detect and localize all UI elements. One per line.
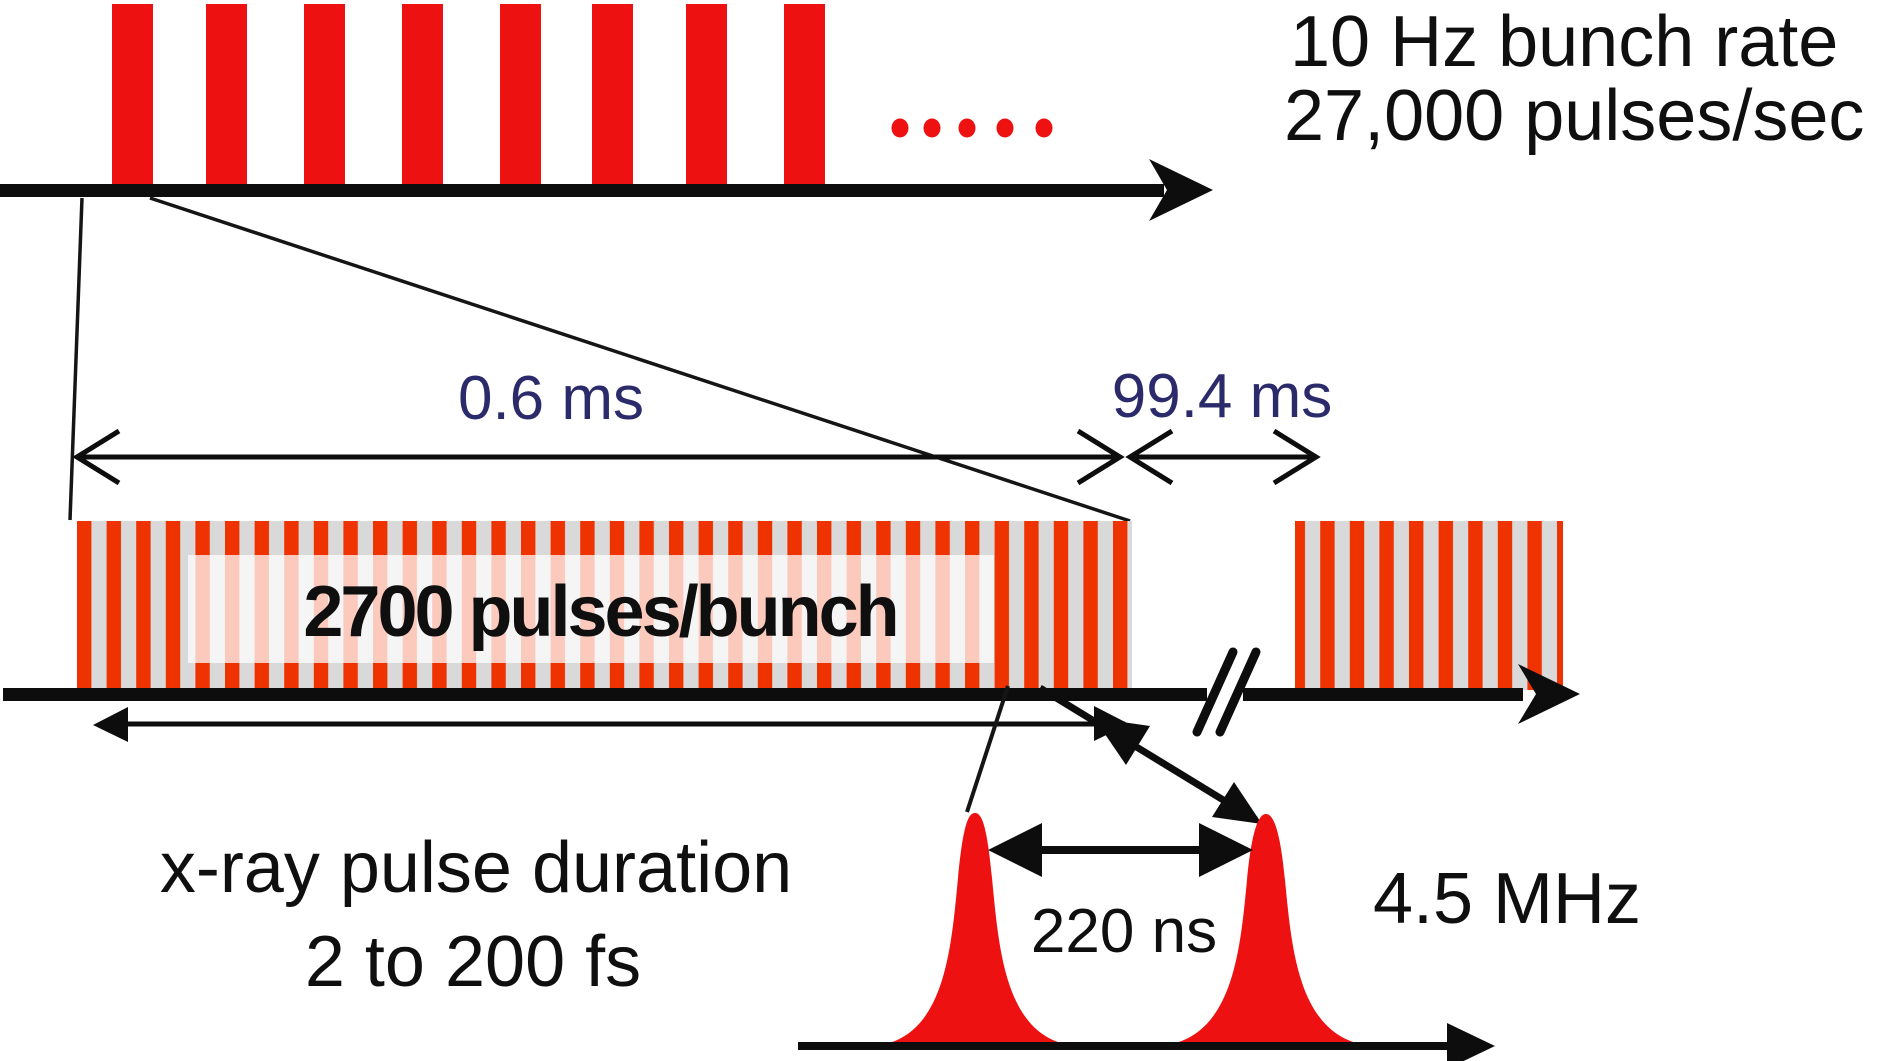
connector-arrow-line bbox=[1038, 685, 1258, 823]
pulse-bands bbox=[77, 521, 1563, 690]
arrowhead-left-icon bbox=[93, 707, 128, 742]
timeline-arrowhead-icon bbox=[1518, 664, 1580, 724]
bunch-train bbox=[0, 4, 1213, 221]
micro-zoom-connectors bbox=[965, 685, 1262, 824]
bunch-gap-label: 99.4 ms bbox=[1111, 362, 1333, 431]
pulse-band-next bbox=[1295, 521, 1563, 690]
pulse-spacing-label: 220 ns bbox=[1030, 897, 1218, 966]
connector-line bbox=[965, 685, 1010, 813]
pulse-rate-label: 4.5 MHz bbox=[1372, 859, 1642, 939]
pulse-spacing-arrow bbox=[988, 823, 1253, 877]
arrowhead-left-icon bbox=[988, 823, 1042, 877]
zoom-guide-lines bbox=[68, 196, 1131, 523]
bunch-pulse-bar bbox=[592, 4, 633, 184]
micro-pulse-peak bbox=[875, 813, 1075, 1046]
arrowhead-right-icon bbox=[1076, 428, 1125, 486]
bunch-label-box bbox=[188, 555, 994, 663]
bunch-pulse-bar bbox=[206, 4, 247, 184]
arrowhead-left-icon bbox=[72, 428, 121, 486]
band-span-arrow bbox=[93, 706, 1129, 742]
micro-timeline bbox=[798, 1023, 1495, 1061]
bunch-duration-label: 0.6 ms bbox=[457, 364, 645, 433]
arrowhead-right-icon bbox=[1199, 823, 1253, 877]
bunch-pulse-bar bbox=[500, 4, 541, 184]
bunch-timeline-segment bbox=[1243, 688, 1523, 701]
ellipsis-dot-icon bbox=[958, 118, 976, 138]
timeline-arrowhead-icon bbox=[1447, 1023, 1495, 1061]
ellipsis-dot-icon bbox=[923, 118, 941, 138]
arrowhead-upleft-icon bbox=[1094, 718, 1150, 765]
bunch-pulse-bar bbox=[686, 4, 727, 184]
zoom-guide-line-left bbox=[68, 197, 84, 521]
timeline-break-icon bbox=[1192, 647, 1261, 737]
bunch-timeline-segment bbox=[3, 688, 1207, 701]
pulses-per-bunch-label: 2700 pulses/bunch bbox=[303, 572, 899, 652]
xray-duration-label-line1: x-ray pulse duration bbox=[159, 828, 793, 908]
arrowhead-right-icon bbox=[1272, 428, 1321, 486]
bunch-train-timeline bbox=[0, 184, 1164, 197]
xray-duration-label-line2: 2 to 200 fs bbox=[304, 922, 642, 1002]
arrowhead-downright-icon bbox=[1212, 782, 1262, 824]
bunch-pulse-bar bbox=[784, 4, 825, 184]
bunch-rate-label-line1: 10 Hz bunch rate bbox=[1290, 2, 1839, 82]
arrowhead-left-icon bbox=[1125, 428, 1174, 486]
bunch-pulse-bar bbox=[402, 4, 443, 184]
bunch-pulse-bar bbox=[112, 4, 153, 184]
zoom-guide-line-diagonal bbox=[149, 196, 1131, 523]
bunch-timeline bbox=[3, 647, 1580, 737]
bunch-pulse-bar bbox=[304, 4, 345, 184]
micro-pulse-peak bbox=[1161, 814, 1371, 1046]
dimension-arrows bbox=[72, 428, 1321, 486]
bunch-rate-label-line2: 27,000 pulses/sec bbox=[1284, 76, 1865, 156]
micro-pulse-peaks bbox=[875, 813, 1371, 1046]
ellipsis-dot-icon bbox=[996, 118, 1014, 138]
timeline-arrowhead-icon bbox=[1149, 159, 1213, 221]
ellipsis-dot-icon bbox=[1035, 118, 1053, 138]
ellipsis-dot-icon bbox=[891, 118, 909, 138]
